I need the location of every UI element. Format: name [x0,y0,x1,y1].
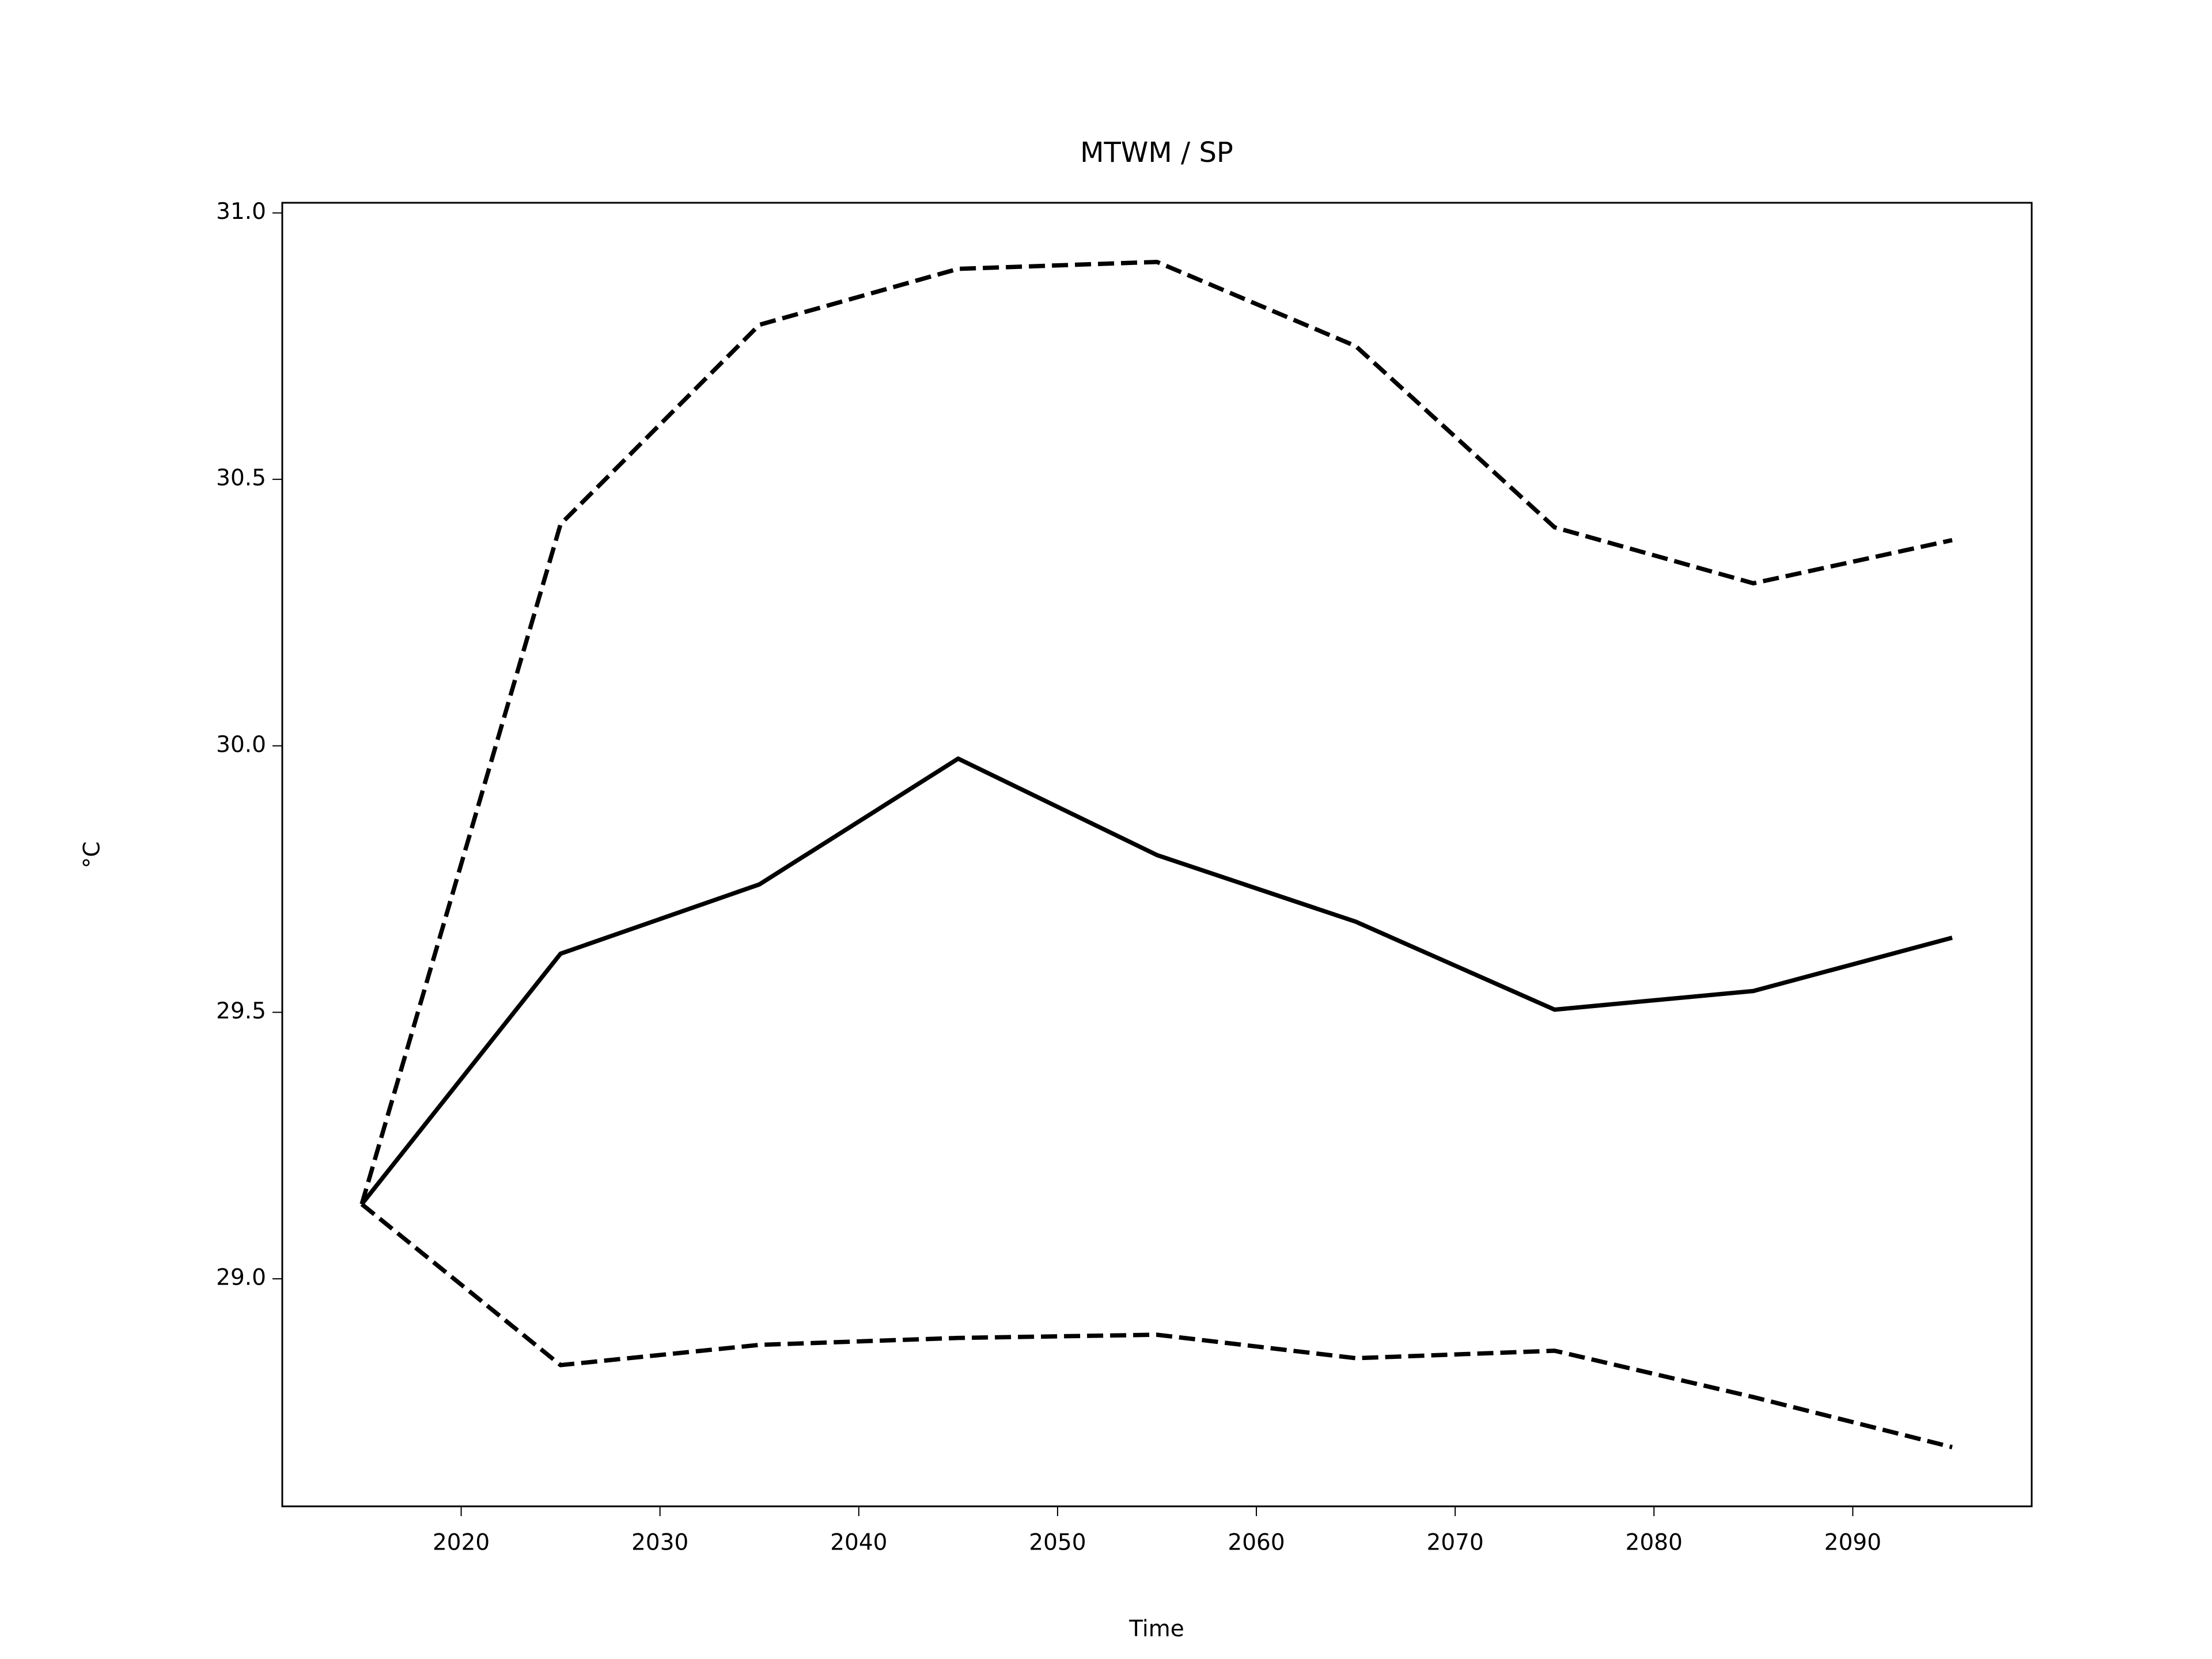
x-tick-label: 2020 [433,1530,490,1556]
y-axis-label: °C [79,842,105,869]
y-tick-label: 29.5 [216,998,266,1024]
x-tick-label: 2060 [1228,1530,1285,1556]
x-tick-label: 2080 [1626,1530,1683,1556]
x-tick-label: 2040 [830,1530,887,1556]
y-tick-label: 30.0 [216,732,266,757]
chart-title: MTWM / SP [1080,137,1233,169]
x-axis-label: Time [1128,1616,1184,1642]
y-tick-label: 29.0 [216,1264,266,1290]
x-tick-label: 2070 [1427,1530,1484,1556]
y-tick-label: 31.0 [216,199,266,225]
y-tick-label: 30.5 [216,465,266,491]
x-tick-label: 2090 [1824,1530,1881,1556]
line [359,259,1953,1205]
line [360,756,1953,1206]
plot-frame [281,202,2033,1508]
x-tick-label: 2050 [1029,1530,1086,1556]
line [360,1202,1953,1449]
x-tick-label: 2030 [631,1530,688,1556]
